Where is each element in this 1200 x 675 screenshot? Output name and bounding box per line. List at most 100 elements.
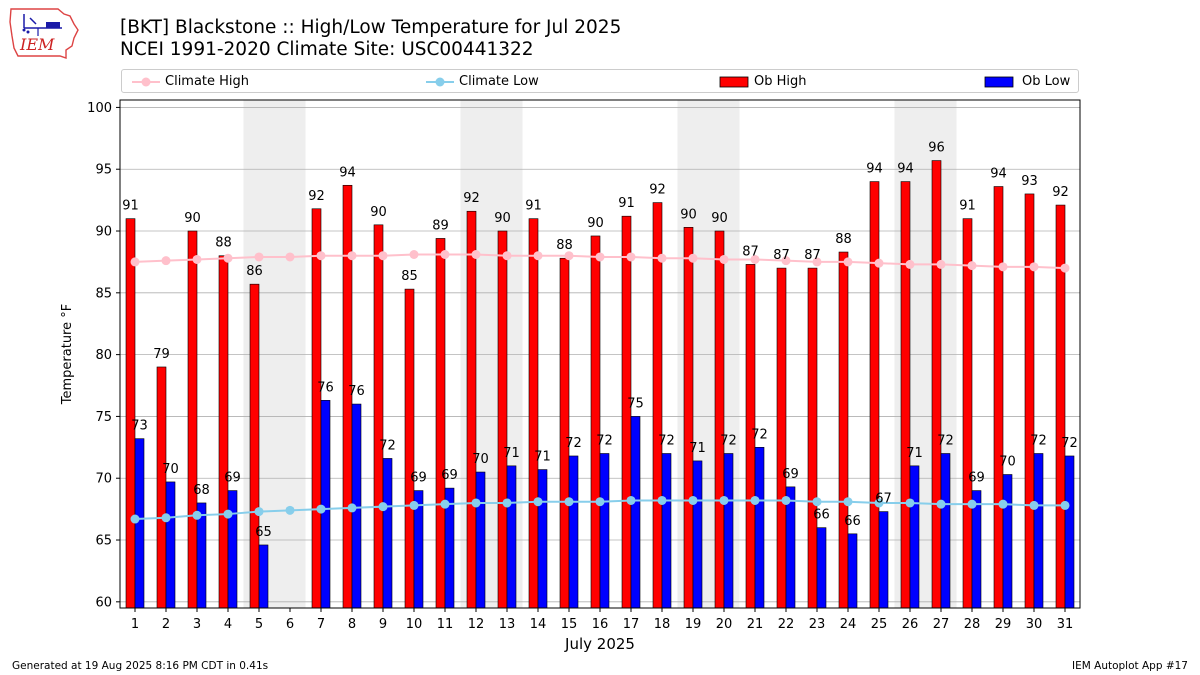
climate-low-point — [719, 495, 729, 505]
y-axis-label: Temperature °F — [60, 304, 75, 405]
ob-low-bar — [227, 490, 238, 609]
x-tick-label: 5 — [255, 617, 263, 632]
climate-low-point — [533, 497, 543, 507]
climate-high-point — [254, 252, 264, 262]
ob-low-label: 70 — [472, 452, 489, 467]
ob-low-label: 71 — [906, 446, 923, 461]
ob-high-bar — [962, 218, 973, 609]
ob-high-label: 90 — [184, 211, 201, 226]
ob-low-bar — [1064, 455, 1075, 609]
ob-low-bar — [692, 460, 703, 609]
ob-low-label: 72 — [720, 433, 737, 448]
y-tick-label: 80 — [95, 348, 112, 363]
climate-low-point — [254, 507, 264, 517]
x-tick-label: 21 — [747, 617, 764, 632]
climate-low-point — [440, 499, 450, 509]
ob-low-label: 68 — [193, 483, 210, 498]
ob-low-label: 66 — [813, 508, 830, 523]
ob-high-bar — [187, 230, 198, 609]
climate-low-point — [192, 510, 202, 520]
ob-high-bar — [404, 288, 415, 609]
bar-labels: 91 79 90 88 86 92 94 90 85 89 92 90 91 88 90 91 92 90 90 87… — [122, 141, 1078, 540]
ob-high-label: 93 — [1021, 174, 1038, 189]
climate-low-point — [378, 502, 388, 512]
x-tick-label: 7 — [317, 617, 325, 632]
climate-low-point — [285, 505, 295, 515]
x-tick-label: 23 — [809, 617, 826, 632]
ob-low-label: 70 — [999, 455, 1016, 470]
legend-ob-high-label: Ob High — [754, 74, 807, 89]
climate-low-point — [781, 495, 791, 505]
ob-high-bar — [218, 255, 229, 609]
ob-high-label: 94 — [339, 165, 356, 180]
x-tick-label: 12 — [468, 617, 485, 632]
ob-high-bar — [156, 366, 167, 609]
x-tick-label: 27 — [933, 617, 950, 632]
ob-low-bar — [723, 453, 734, 609]
climate-high-point — [316, 251, 326, 261]
climate-high-point — [657, 253, 667, 263]
climate-high-point — [750, 254, 760, 264]
iem-logo: IEM — [8, 6, 82, 60]
legend-climate-high: Climate High — [130, 73, 310, 91]
x-tick-label: 9 — [379, 617, 387, 632]
legend-climate-low-label: Climate Low — [459, 74, 539, 89]
y-tick-label: 90 — [95, 225, 112, 240]
ob-low-bar — [506, 465, 517, 609]
ob-low-bar — [630, 416, 641, 609]
y-tick-label: 70 — [95, 472, 112, 487]
ob-high-label: 92 — [1052, 185, 1069, 200]
ob-low-label: 71 — [503, 446, 520, 461]
legend-ob-low: Ob Low — [984, 73, 1078, 91]
climate-low-point — [502, 498, 512, 508]
ob-low-label: 69 — [782, 467, 799, 482]
climate-high-point — [998, 262, 1008, 272]
ob-high-bar — [1024, 193, 1035, 609]
ob-low-label: 72 — [1061, 436, 1078, 451]
ob-low-bar — [599, 453, 610, 609]
climate-low-point — [936, 499, 946, 509]
climate-high-point — [595, 252, 605, 262]
climate-low-point — [564, 497, 574, 507]
x-tick-label: 6 — [286, 617, 294, 632]
climate-high-point — [936, 259, 946, 269]
y-tick-label: 85 — [95, 286, 112, 301]
climate-low-point — [161, 513, 171, 523]
climate-low-point — [130, 514, 140, 524]
climate-low-point — [223, 509, 233, 519]
ob-high-bar — [528, 218, 539, 609]
climate-low-point — [750, 495, 760, 505]
legend-climate-high-marker — [132, 77, 160, 87]
ob-low-bar — [258, 544, 269, 609]
climate-high-point — [533, 251, 543, 261]
climate-high-point — [1060, 263, 1070, 273]
ob-high-label: 88 — [215, 236, 232, 251]
x-tick-label: 29 — [995, 617, 1012, 632]
x-tick-label: 18 — [654, 617, 671, 632]
ob-high-label: 91 — [525, 199, 542, 214]
x-tick-label: 13 — [499, 617, 516, 632]
x-tick-label: 31 — [1057, 617, 1074, 632]
ob-low-label: 69 — [968, 471, 985, 486]
ob-high-bar — [683, 227, 694, 609]
ob-low-bar — [785, 486, 796, 609]
ob-high-bar — [311, 208, 322, 609]
climate-high-point — [130, 257, 140, 267]
legend-ob-high-swatch — [719, 76, 749, 88]
climate-high-point — [347, 251, 357, 261]
ob-low-label: 73 — [131, 419, 148, 434]
ob-low-label: 72 — [658, 433, 675, 448]
ob-high-label: 90 — [711, 211, 728, 226]
ob-high-label: 94 — [897, 162, 914, 177]
ob-low-label: 72 — [751, 427, 768, 442]
climate-high-point — [223, 253, 233, 263]
x-tick-label: 3 — [193, 617, 201, 632]
ob-high-label: 91 — [618, 196, 635, 211]
x-tick-label: 26 — [902, 617, 919, 632]
ob-high-bar — [373, 224, 384, 609]
climate-low-point — [688, 495, 698, 505]
generated-timestamp: Generated at 19 Aug 2025 8:16 PM CDT in … — [12, 660, 269, 672]
ob-high-bar — [838, 251, 849, 609]
climate-low-point — [595, 497, 605, 507]
ob-high-label: 90 — [680, 207, 697, 222]
